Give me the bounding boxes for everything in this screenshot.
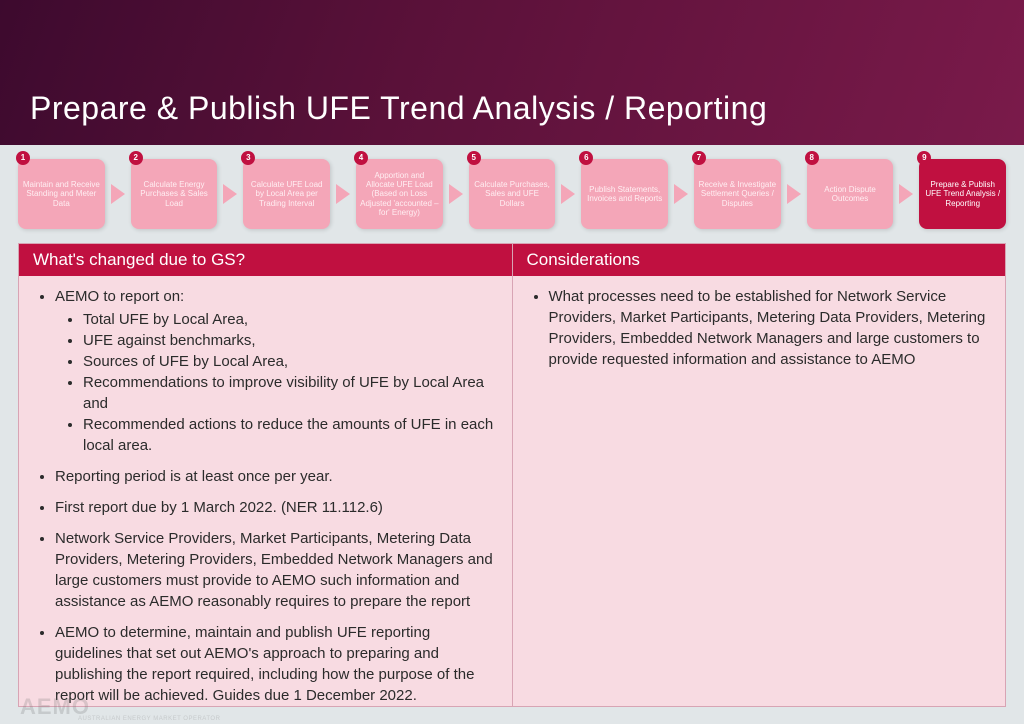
list-item: AEMO to determine, maintain and publish … bbox=[55, 622, 496, 706]
process-step-3: 3Calculate UFE Load by Local Area per Tr… bbox=[243, 159, 330, 229]
step-label: Calculate Energy Purchases & Sales Load bbox=[135, 180, 214, 208]
list-item: Sources of UFE by Local Area, bbox=[83, 351, 496, 372]
column-header-considerations: Considerations bbox=[513, 244, 1006, 276]
step-label: Calculate Purchases, Sales and UFE Dolla… bbox=[473, 180, 552, 208]
list-item: First report due by 1 March 2022. (NER 1… bbox=[55, 497, 496, 518]
process-step-5: 5Calculate Purchases, Sales and UFE Doll… bbox=[469, 159, 556, 229]
watermark-subtitle: AUSTRALIAN ENERGY MARKET OPERATOR bbox=[78, 716, 220, 722]
step-number-badge: 2 bbox=[129, 151, 143, 165]
step-label: Publish Statements, Invoices and Reports bbox=[585, 185, 664, 203]
column-body-changes: AEMO to report on:Total UFE by Local Are… bbox=[19, 276, 512, 706]
process-step-6: 6Publish Statements, Invoices and Report… bbox=[581, 159, 668, 229]
content-table: What's changed due to GS? AEMO to report… bbox=[18, 243, 1006, 707]
list-item: AEMO to report on:Total UFE by Local Are… bbox=[55, 286, 496, 456]
process-step-4: 4Apportion and Allocate UFE Load (Based … bbox=[356, 159, 443, 229]
arrow-icon bbox=[899, 184, 913, 204]
list-item: Total UFE by Local Area, bbox=[83, 309, 496, 330]
arrow-icon bbox=[449, 184, 463, 204]
step-number-badge: 9 bbox=[917, 151, 931, 165]
list-item: Network Service Providers, Market Partic… bbox=[55, 528, 496, 612]
arrow-icon bbox=[561, 184, 575, 204]
process-flow: 1 Maintain and Receive Standing and Meter… bbox=[0, 145, 1024, 243]
list-item: UFE against benchmarks, bbox=[83, 330, 496, 351]
arrow-icon bbox=[336, 184, 350, 204]
step-label: Prepare & Publish UFE Trend Analysis / R… bbox=[923, 180, 1002, 208]
step-number-badge: 5 bbox=[467, 151, 481, 165]
step-label: Maintain and Receive Standing and Meter … bbox=[22, 180, 101, 208]
list-item: Reporting period is at least once per ye… bbox=[55, 466, 496, 487]
process-step-7: 7Receive & Investigate Settlement Querie… bbox=[694, 159, 781, 229]
column-header-changes: What's changed due to GS? bbox=[19, 244, 512, 276]
arrow-icon bbox=[787, 184, 801, 204]
step-number-badge: 1 bbox=[16, 151, 30, 165]
step-number-badge: 7 bbox=[692, 151, 706, 165]
list-item: What processes need to be established fo… bbox=[549, 286, 990, 370]
arrow-icon bbox=[111, 184, 125, 204]
arrow-icon bbox=[674, 184, 688, 204]
process-step-8: 8Action Dispute Outcomes bbox=[807, 159, 894, 229]
column-body-considerations: What processes need to be established fo… bbox=[513, 276, 1006, 706]
step-number-badge: 3 bbox=[241, 151, 255, 165]
page-title: Prepare & Publish UFE Trend Analysis / R… bbox=[30, 90, 767, 127]
column-changes: What's changed due to GS? AEMO to report… bbox=[19, 244, 512, 706]
list-item: Recommended actions to reduce the amount… bbox=[83, 414, 496, 456]
process-step-9: 9Prepare & Publish UFE Trend Analysis / … bbox=[919, 159, 1006, 229]
column-considerations: Considerations What processes need to be… bbox=[512, 244, 1006, 706]
step-label: Receive & Investigate Settlement Queries… bbox=[698, 180, 777, 208]
step-number-badge: 4 bbox=[354, 151, 368, 165]
process-step-1: 1Maintain and Receive Standing and Meter… bbox=[18, 159, 105, 229]
arrow-icon bbox=[223, 184, 237, 204]
step-label: Apportion and Allocate UFE Load (Based o… bbox=[360, 171, 439, 217]
step-label: Action Dispute Outcomes bbox=[811, 185, 890, 203]
header-band: Prepare & Publish UFE Trend Analysis / R… bbox=[0, 0, 1024, 145]
list-item: Recommendations to improve visibility of… bbox=[83, 372, 496, 414]
process-step-2: 2Calculate Energy Purchases & Sales Load bbox=[131, 159, 218, 229]
step-label: Calculate UFE Load by Local Area per Tra… bbox=[247, 180, 326, 208]
step-number-badge: 8 bbox=[805, 151, 819, 165]
step-number-badge: 6 bbox=[579, 151, 593, 165]
